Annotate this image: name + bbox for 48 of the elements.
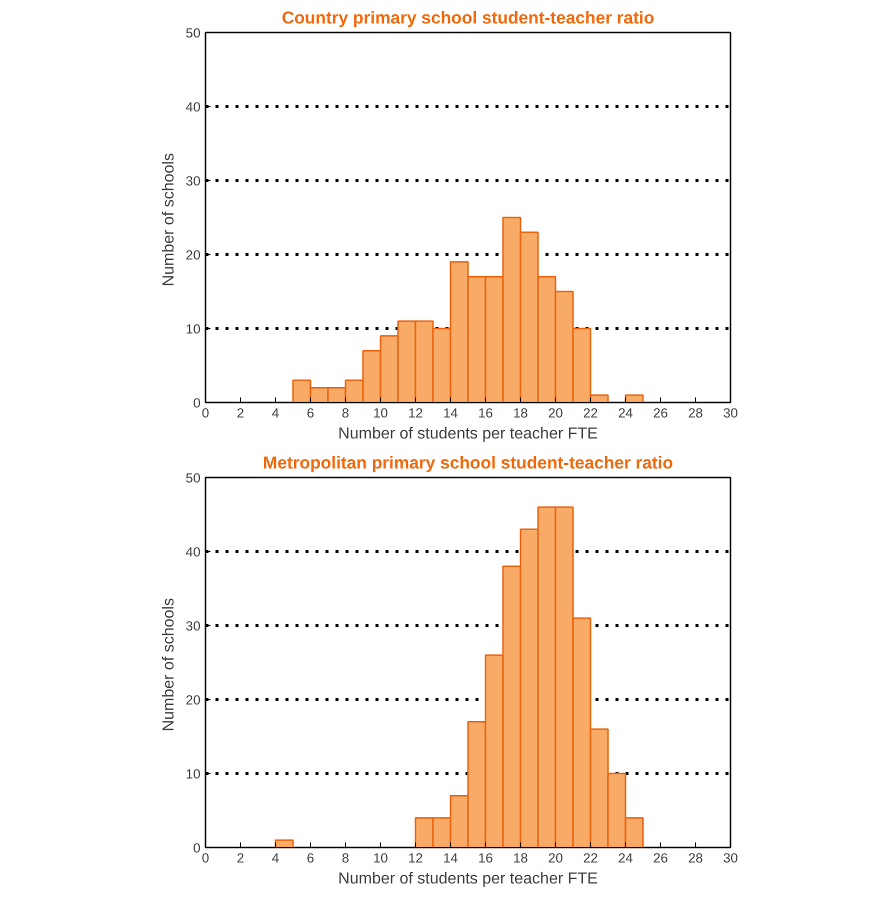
- y-tick-label: 30: [186, 174, 201, 188]
- x-tick-label: 28: [688, 850, 703, 866]
- chart-title: Metropolitan primary school student-teacher ratio: [262, 452, 674, 472]
- y-tick-label: 40: [186, 100, 201, 114]
- x-tick-label: 26: [653, 406, 668, 420]
- x-tick-label: 22: [583, 850, 598, 866]
- x-tick-label: 2: [236, 406, 244, 420]
- y-tick-label: 50: [186, 26, 201, 40]
- x-tick-label: 20: [548, 850, 563, 866]
- x-tick-label: 28: [688, 406, 703, 420]
- x-axis-title: Number of students per teacher FTE: [338, 870, 598, 888]
- x-tick-label: 10: [373, 850, 388, 866]
- x-tick-label: 12: [408, 406, 423, 420]
- y-axis-title: Number of schools: [160, 598, 178, 732]
- x-tick-label: 4: [272, 406, 280, 420]
- x-tick-label: 16: [478, 406, 493, 420]
- x-tick-label: 4: [272, 850, 280, 866]
- x-tick-label: 18: [513, 406, 528, 420]
- x-tick-label: 2: [236, 850, 244, 866]
- x-axis-title: Number of students per teacher FTE: [338, 426, 598, 442]
- x-tick-label: 30: [723, 850, 738, 866]
- x-tick-label: 26: [653, 850, 668, 866]
- x-tick-label: 16: [478, 850, 493, 866]
- x-tick-label: 6: [306, 406, 314, 420]
- x-tick-label: 24: [618, 406, 634, 420]
- y-tick-label: 50: [186, 470, 201, 486]
- y-tick-label: 20: [186, 248, 201, 262]
- y-tick-label: 10: [186, 766, 201, 782]
- y-tick-label: 10: [186, 322, 201, 336]
- x-tick-label: 22: [583, 406, 598, 420]
- x-tick-label: 10: [373, 406, 388, 420]
- x-tick-label: 30: [723, 406, 738, 420]
- x-tick-label: 20: [548, 406, 563, 420]
- y-tick-label: 40: [186, 544, 201, 560]
- y-tick-label: 20: [186, 692, 201, 708]
- x-tick-label: 8: [342, 406, 350, 420]
- chart-title: Country primary school student-teacher ratio: [282, 8, 654, 28]
- y-axis-title: Number of schools: [160, 153, 178, 286]
- x-tick-label: 12: [408, 850, 423, 866]
- x-tick-label: 18: [513, 850, 528, 866]
- x-tick-label: 14: [443, 406, 458, 420]
- x-tick-label: 6: [306, 850, 314, 866]
- y-tick-label: 30: [186, 618, 201, 634]
- x-tick-label: 8: [342, 850, 350, 866]
- y-tick-label: 0: [193, 840, 201, 856]
- x-tick-label: 14: [443, 850, 458, 866]
- y-tick-label: 0: [193, 396, 201, 410]
- x-tick-label: 24: [618, 850, 634, 866]
